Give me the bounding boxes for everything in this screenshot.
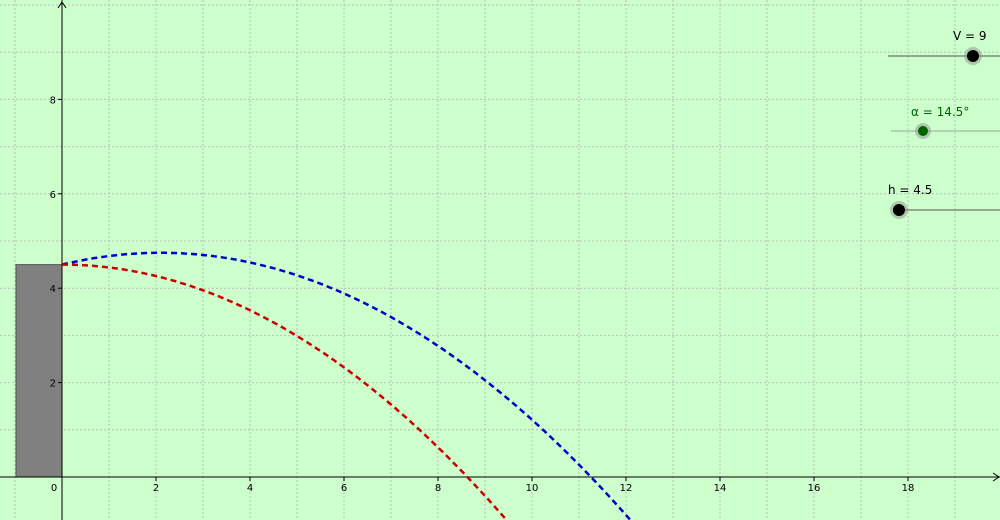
y-axis-arrow	[57, 1, 67, 9]
x-tick-label: 8	[435, 483, 441, 494]
slider-alpha-label: α = 14.5°	[911, 105, 969, 119]
x-tick-label: 10	[526, 483, 539, 494]
slider-h[interactable]: h = 4.5	[888, 183, 1000, 219]
x-axis-arrow	[992, 472, 1000, 482]
platform-layer	[15, 264, 63, 478]
x-tick-label: 14	[714, 483, 727, 494]
x-tick-label: 4	[247, 483, 253, 494]
y-tick-label: 2	[50, 379, 56, 390]
slider-v-handle[interactable]	[967, 50, 979, 62]
x-tick-label: 12	[620, 483, 633, 494]
trajectory-curves	[61, 251, 633, 520]
slider-h-handle[interactable]	[893, 204, 905, 216]
slider-v-label: V = 9	[953, 29, 987, 43]
y-tick-label: 6	[50, 190, 56, 201]
launch-platform	[15, 264, 63, 478]
slider-alpha[interactable]: α = 14.5°	[891, 105, 1000, 139]
y-tick-label: 8	[50, 95, 56, 106]
y-tick-label: 4	[50, 284, 56, 295]
x-tick-label: 2	[153, 483, 159, 494]
trajectory-horizontal	[62, 263, 509, 520]
x-tick-label: 18	[902, 483, 915, 494]
slider-alpha-handle[interactable]	[918, 126, 928, 136]
x-tick-label: 0	[51, 483, 57, 494]
trajectory-angled	[61, 251, 633, 520]
x-tick-label: 6	[341, 483, 347, 494]
tick-labels: 0 2 4 6 8 10 12 14 16 18 2 4 6 8	[50, 95, 915, 494]
x-tick-label: 16	[808, 483, 821, 494]
slider-h-label: h = 4.5	[888, 183, 932, 197]
slider-v[interactable]: V = 9	[888, 29, 1000, 65]
